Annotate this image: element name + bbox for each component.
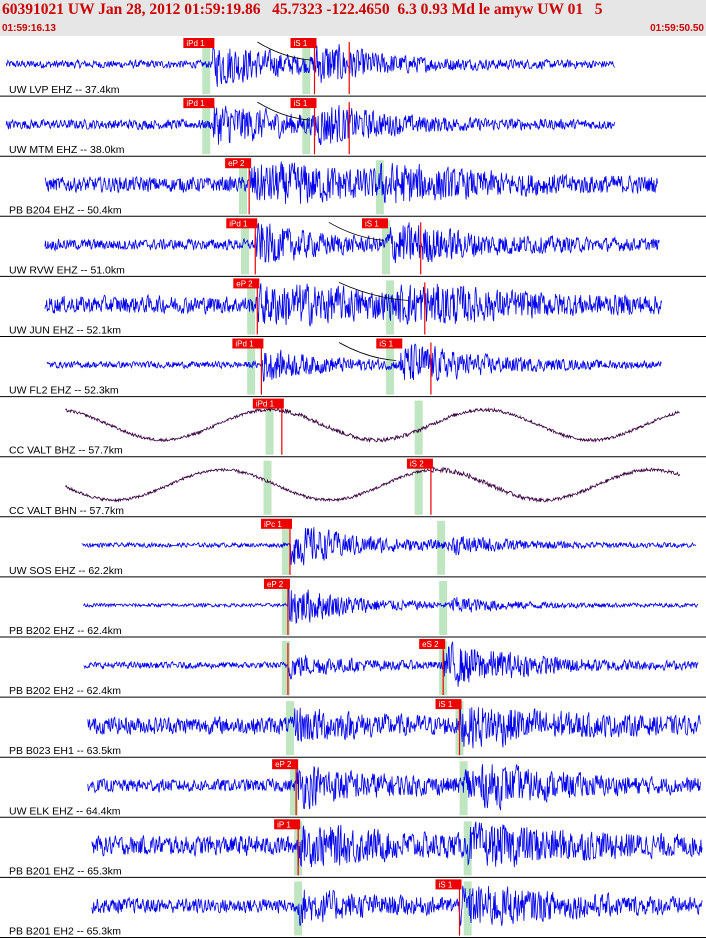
pick-label-box bbox=[290, 98, 317, 109]
pick-window bbox=[386, 280, 395, 335]
time-start-label: 01:59:16.13 bbox=[2, 23, 56, 34]
pick-window bbox=[241, 220, 250, 275]
waveform-trace bbox=[83, 586, 699, 625]
waveform-trace bbox=[87, 764, 701, 811]
pick-window bbox=[414, 400, 423, 455]
pick-label: iPd 1 bbox=[229, 219, 248, 228]
pick-label: eP 2 bbox=[267, 580, 284, 589]
pick-label-box bbox=[435, 879, 462, 890]
waveform-trace bbox=[81, 527, 697, 566]
station-label: UW FL2 EHZ -- 52.3km bbox=[9, 385, 119, 397]
waveform-trace bbox=[91, 885, 703, 927]
seismogram-panel: iPd 1 iS 1 UW LVP EHZ -- 37.4km iPd 1 iS 1 UW… bbox=[0, 38, 706, 938]
pick-label: iPc 1 bbox=[264, 520, 282, 529]
pick-label-box bbox=[272, 759, 299, 770]
waveform-trace bbox=[64, 466, 681, 503]
pick-label: iP 1 bbox=[277, 820, 291, 829]
pick-label: iPd 1 bbox=[186, 39, 205, 48]
pick-label-box bbox=[274, 819, 301, 830]
waveform-trace bbox=[44, 161, 658, 204]
pick-label-box bbox=[290, 38, 317, 48]
waveform-trace bbox=[44, 283, 663, 328]
station-label: UW MTM EHZ -- 38.0km bbox=[9, 144, 125, 156]
station-label: PB B202 EHZ -- 62.4km bbox=[9, 625, 122, 637]
theoretical-arrival-curve bbox=[257, 101, 311, 121]
theoretical-arrival-curve bbox=[328, 221, 384, 241]
header-bar: 60391021 UW Jan 28, 2012 01:59:19.86 45.… bbox=[0, 0, 706, 36]
pick-label-box bbox=[233, 278, 260, 289]
pick-label-box bbox=[225, 158, 252, 169]
pick-label-box bbox=[232, 338, 264, 349]
station-label: PB B204 EHZ -- 50.4km bbox=[9, 204, 122, 216]
pick-label-box bbox=[435, 699, 462, 710]
theoretical-arrival-curve bbox=[257, 41, 311, 61]
pick-label: iPd 1 bbox=[256, 400, 275, 409]
waveform-trace bbox=[5, 43, 615, 87]
station-label: PB B201 EH2 -- 65.3km bbox=[9, 926, 121, 938]
pick-window bbox=[265, 400, 274, 455]
station-label: UW RVW EHZ -- 51.0km bbox=[9, 264, 125, 276]
pick-label-box bbox=[376, 338, 403, 349]
time-end-label: 01:59:50.50 bbox=[650, 23, 704, 34]
pick-label: eP 2 bbox=[228, 159, 245, 168]
pick-label: iS 1 bbox=[293, 99, 307, 108]
pick-window bbox=[463, 881, 472, 936]
waveform-trace bbox=[65, 407, 680, 443]
pick-label-box bbox=[183, 38, 215, 48]
pick-window bbox=[281, 520, 290, 575]
waveform-trace bbox=[83, 641, 699, 687]
theoretical-arrival-curve bbox=[338, 282, 409, 301]
station-label: CC VALT BHN -- 57.7km bbox=[9, 505, 124, 517]
station-label: PB B202 EH2 -- 62.4km bbox=[9, 685, 121, 697]
station-label: PB B201 EHZ -- 65.3km bbox=[9, 865, 122, 877]
pick-window bbox=[247, 280, 256, 335]
pick-window bbox=[281, 580, 290, 635]
pick-window bbox=[381, 220, 390, 275]
pick-label-box bbox=[260, 518, 292, 529]
pick-label: iPd 1 bbox=[235, 340, 254, 349]
pick-window bbox=[302, 100, 311, 155]
pick-label: iS 1 bbox=[293, 39, 307, 48]
station-label: UW SOS EHZ -- 62.2km bbox=[9, 565, 123, 577]
pick-label: iS 1 bbox=[439, 880, 453, 889]
event-title: 60391021 UW Jan 28, 2012 01:59:19.86 45.… bbox=[2, 1, 603, 18]
pick-label-box bbox=[183, 98, 215, 109]
pick-window bbox=[439, 580, 448, 635]
pick-label-box bbox=[406, 458, 433, 469]
theoretical-arrival-curve bbox=[338, 342, 397, 361]
pick-window bbox=[285, 701, 294, 756]
pick-label-box bbox=[419, 639, 446, 649]
waveform-trace bbox=[91, 821, 703, 868]
station-label: CC VALT BHZ -- 57.7km bbox=[9, 445, 123, 457]
pick-label: eP 2 bbox=[275, 760, 292, 769]
pick-window bbox=[247, 340, 256, 395]
station-label: UW JUN EHZ -- 52.1km bbox=[9, 325, 121, 337]
pick-window bbox=[263, 460, 272, 515]
station-label: PB B023 EH1 -- 63.5km bbox=[9, 745, 121, 757]
pick-label: iS 1 bbox=[365, 219, 379, 228]
pick-window bbox=[414, 460, 423, 515]
pick-label-box bbox=[252, 398, 284, 409]
waveform-trace bbox=[5, 105, 615, 146]
pick-window bbox=[294, 881, 303, 936]
waveform-trace bbox=[44, 222, 660, 264]
station-label: UW ELK EHZ -- 64.4km bbox=[9, 805, 121, 817]
pick-label: iS 2 bbox=[410, 460, 424, 469]
pick-label: eS 2 bbox=[422, 640, 439, 649]
pick-label: iS 1 bbox=[439, 700, 453, 709]
station-label: UW LVP EHZ -- 37.4km bbox=[9, 84, 120, 96]
waveform-trace bbox=[87, 706, 701, 749]
waveform-trace bbox=[46, 343, 662, 383]
pick-window bbox=[239, 160, 248, 215]
pick-label-box bbox=[361, 218, 388, 229]
pick-label: eP 2 bbox=[236, 279, 253, 288]
pick-label: iS 1 bbox=[379, 340, 393, 349]
pick-label: iPd 1 bbox=[186, 99, 205, 108]
pick-label-box bbox=[263, 578, 290, 589]
pick-window bbox=[437, 520, 446, 575]
pick-label-box bbox=[226, 218, 258, 229]
